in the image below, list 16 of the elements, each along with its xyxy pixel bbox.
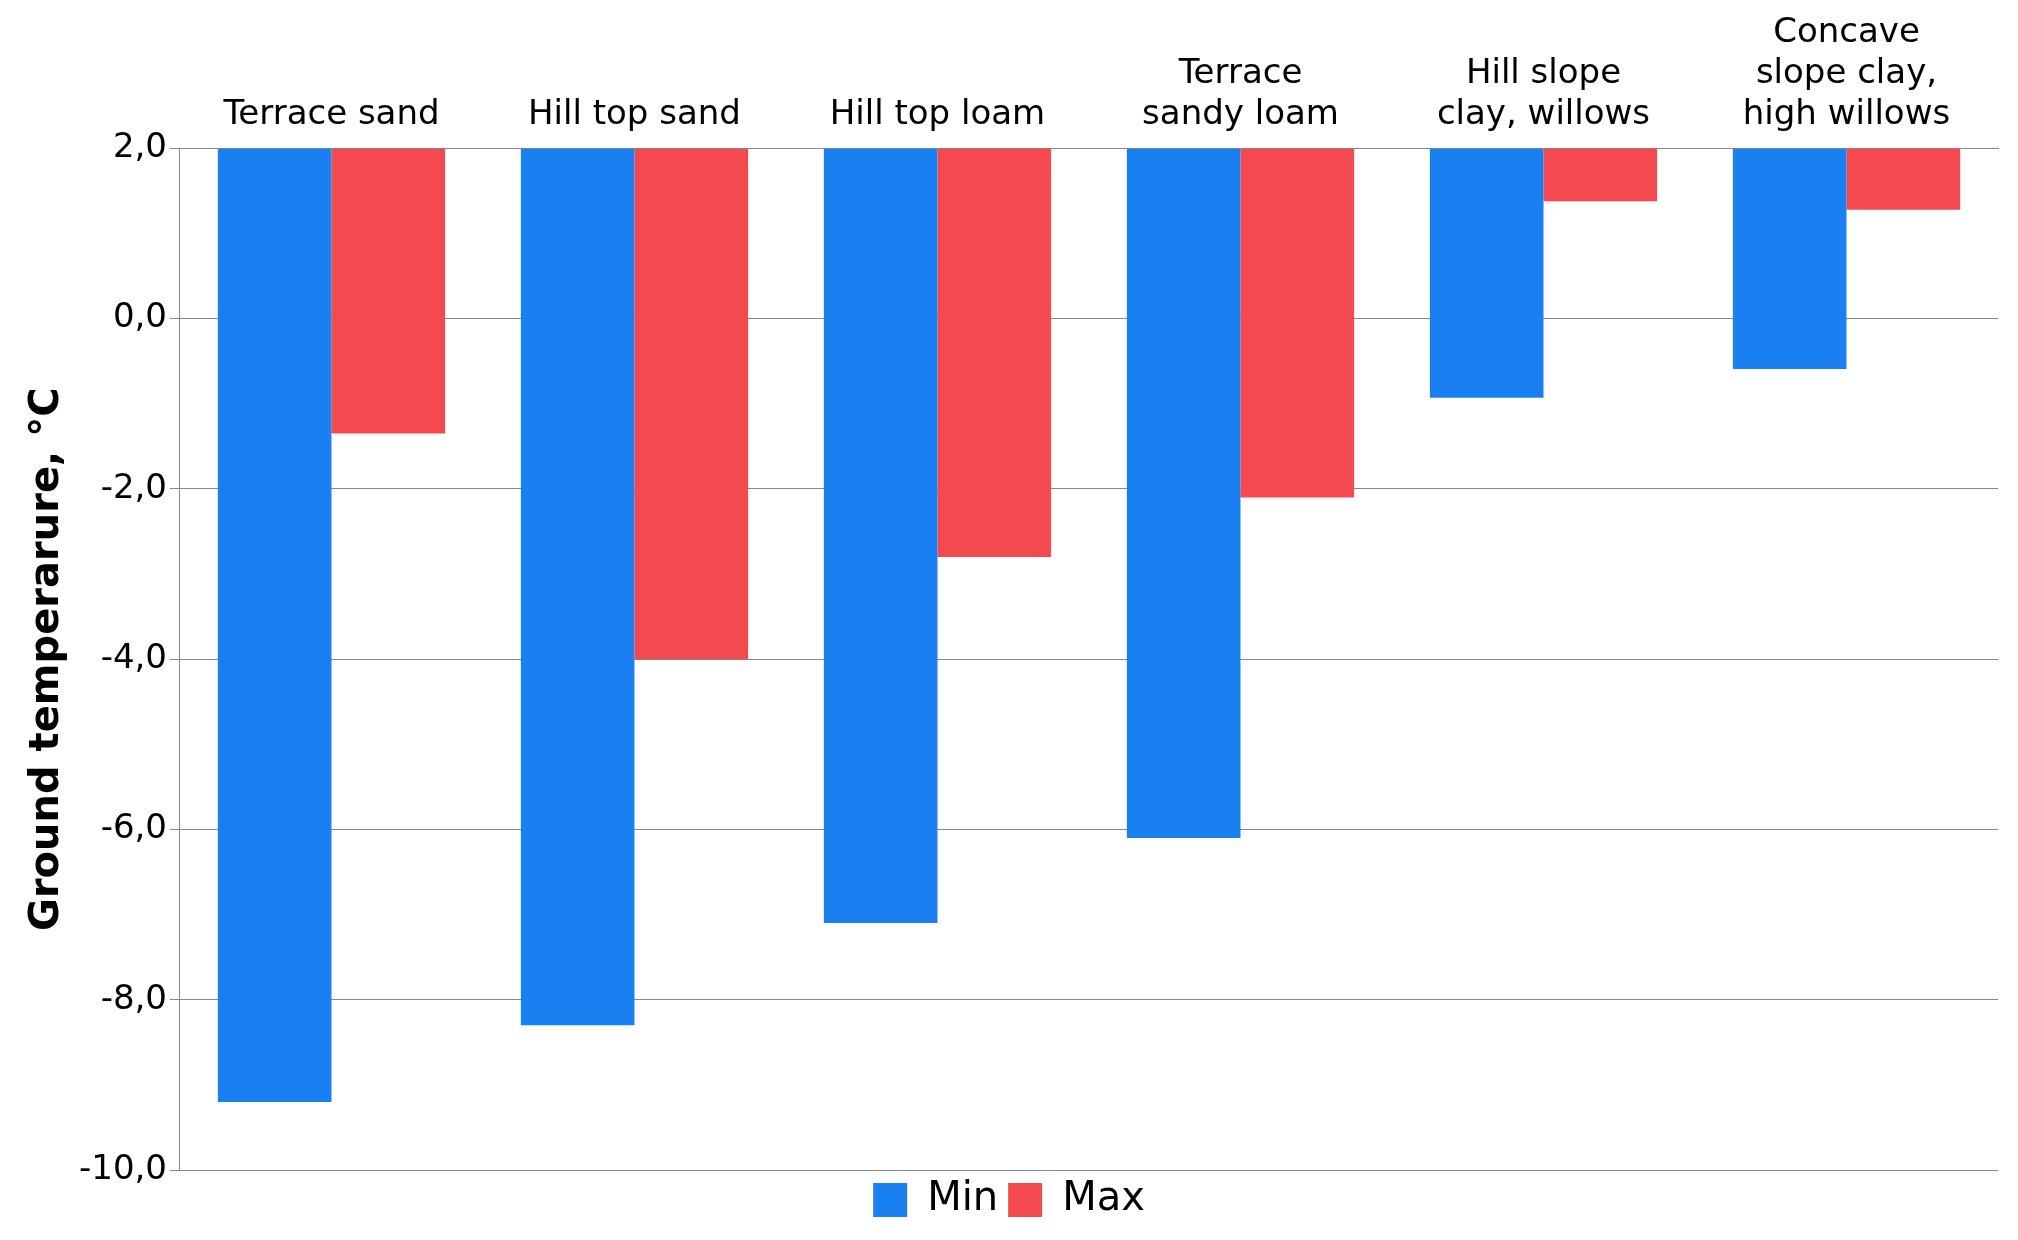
y-tick-label: 0,0 [112, 295, 167, 336]
x-tick-label: Terrace sandy loam [1142, 51, 1339, 132]
y-axis-title: Ground temperarure, °C [21, 387, 68, 931]
y-tick-label: 2,0 [112, 125, 167, 166]
y-tick-label: -10,0 [78, 1146, 167, 1187]
legend-label: Min [927, 1173, 999, 1220]
y-tick-label: -4,0 [100, 636, 167, 677]
y-tick-label: -8,0 [100, 976, 167, 1017]
y-tick-label: -2,0 [100, 465, 167, 506]
x-tick-label: Hill top sand [528, 91, 741, 132]
x-tick-label: Terrace sand [222, 91, 440, 132]
x-tick-label: Concave slope clay, high willows [1742, 10, 1951, 132]
legend-label: Max [1062, 1173, 1145, 1220]
x-tick-label: Hill top loam [829, 91, 1046, 132]
y-tick-label: -6,0 [100, 806, 167, 847]
x-tick-label: Hill slope clay, willows [1436, 51, 1651, 132]
